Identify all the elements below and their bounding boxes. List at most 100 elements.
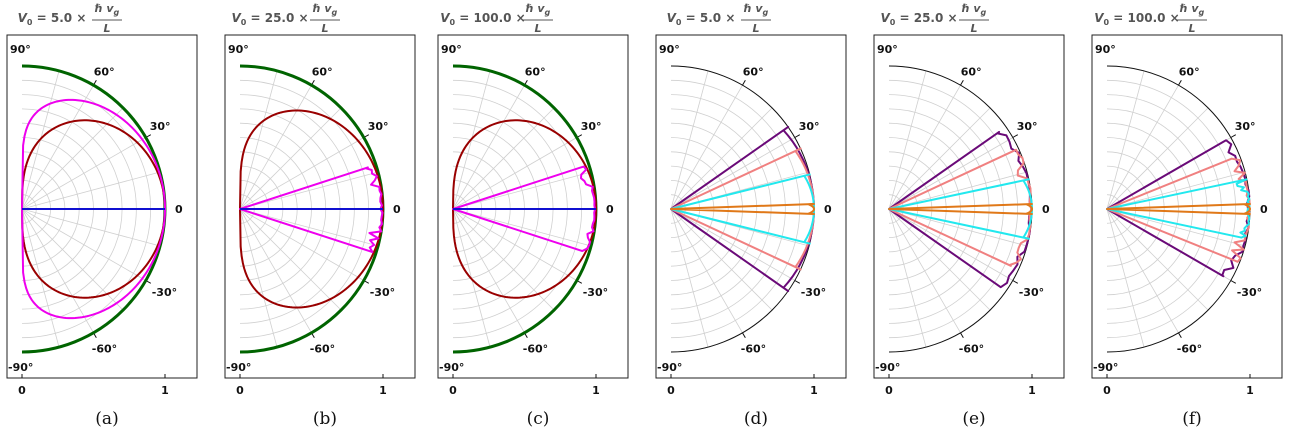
angle-label: -90° <box>439 361 464 374</box>
grid-spoke <box>239 107 342 210</box>
panel-title-text: V0 = 100.0 × <box>1094 11 1179 27</box>
angle-label: 90° <box>659 43 680 56</box>
grid-spoke <box>239 208 312 334</box>
angle-tick <box>1178 79 1182 86</box>
grid-spoke <box>239 208 278 348</box>
panel-caption: (b) <box>313 409 337 429</box>
series-group <box>21 64 167 354</box>
grid-spoke <box>670 208 743 334</box>
grid-circle <box>670 122 758 296</box>
grid-circle <box>888 108 990 310</box>
angle-labels: 90° 60° 30° 0 -30° -60° -90° <box>8 43 183 374</box>
grid-circle <box>888 151 947 267</box>
grid-spoke <box>21 208 161 247</box>
grid-spoke <box>239 208 379 247</box>
angle-label: -90° <box>1093 361 1118 374</box>
panel-title-denominator: L <box>103 22 110 35</box>
series-orange <box>670 203 815 215</box>
angle-label: 30° <box>581 120 602 133</box>
panel-title: V0 = 25.0 × ℏ vg L <box>231 2 340 35</box>
panel-title: V0 = 25.0 × ℏ vg L <box>880 2 989 35</box>
panel-frame <box>437 34 629 379</box>
radius-label: 1 <box>810 384 818 397</box>
angle-labels: 90° 60° 30° 0 -30° -60° -90° <box>226 43 401 374</box>
angle-label: 60° <box>961 66 982 79</box>
panel-title: V0 = 5.0 × ℏ vg L <box>18 2 122 35</box>
grid-spoke <box>888 208 961 334</box>
series-magenta <box>21 98 166 320</box>
grid-spoke <box>1106 208 1246 247</box>
grid-spoke <box>21 137 147 210</box>
panel-frame <box>224 34 416 379</box>
grid-circle <box>888 137 961 281</box>
grid-circle <box>1106 137 1179 281</box>
panel-title-denominator: L <box>1188 22 1195 35</box>
angle-tick <box>742 332 746 339</box>
series-orange <box>888 203 1033 215</box>
radius-label: 0 <box>667 384 675 397</box>
panel-title-denominator: L <box>970 22 977 35</box>
grid-circle <box>1106 122 1194 296</box>
angle-label: 60° <box>1179 66 1200 79</box>
panel-title-text: V0 = 5.0 × <box>18 11 87 27</box>
panel-title-text: V0 = 25.0 × <box>231 11 308 27</box>
radius-label: 0 <box>18 384 26 397</box>
panel-title-denominator: L <box>752 22 759 35</box>
radius-label: 0 <box>449 384 457 397</box>
series-group <box>888 130 1033 289</box>
grid-spoke <box>670 208 796 281</box>
angle-label: -90° <box>8 361 33 374</box>
panel-title: V0 = 100.0 ×ℏ vg L <box>1094 2 1207 35</box>
panel-title: V0 = 100.0 ×ℏ vg L <box>440 2 553 35</box>
polar-panel-c: V0 = 100.0 ×ℏ vgL90°60°30°0-30°-60°-90°0… <box>437 2 629 429</box>
panel-title-numerator: ℏ vg <box>1180 2 1205 17</box>
grid-spoke <box>1106 208 1179 334</box>
angle-label: -60° <box>1177 342 1202 355</box>
grid-spoke <box>1106 171 1246 210</box>
angle-label: 0 <box>393 203 401 216</box>
grid-spoke <box>888 208 927 348</box>
grid-spoke <box>452 107 555 210</box>
panel-frame <box>873 34 1065 379</box>
grid-spoke <box>239 171 379 210</box>
polar-panel-f: V0 = 100.0 ×ℏ vgL90°60°30°0-30°-60°-90°0… <box>1091 2 1283 429</box>
angle-label: -90° <box>657 361 682 374</box>
panel-title-text: V0 = 25.0 × <box>880 11 957 27</box>
grid-circle <box>670 94 786 324</box>
series-group <box>670 125 815 293</box>
grid-spoke <box>452 137 578 210</box>
grid-spoke <box>21 171 161 210</box>
angle-label: 0 <box>1042 203 1050 216</box>
grid-spoke <box>670 70 709 210</box>
panel-title-numerator: ℏ vg <box>962 2 987 17</box>
angle-labels: 90° 60° 30° 0 -30° -60° -90° <box>1093 43 1268 374</box>
angle-label: -90° <box>875 361 900 374</box>
angle-label: 90° <box>228 43 249 56</box>
grid-spoke <box>888 208 991 311</box>
angle-label: 90° <box>877 43 898 56</box>
grid-circle <box>1106 79 1237 339</box>
radius-label: 0 <box>236 384 244 397</box>
grid-spoke <box>888 137 1014 210</box>
grid-spoke <box>452 171 592 210</box>
angle-label: -60° <box>959 342 984 355</box>
grid-spoke <box>21 208 124 311</box>
series-orange <box>1106 203 1251 215</box>
panel-title-numerator: ℏ vg <box>744 2 769 17</box>
grid-spoke <box>239 208 342 311</box>
angle-tick <box>960 332 964 339</box>
series-group <box>239 64 385 354</box>
grid-circle <box>670 137 743 281</box>
grid-circle <box>670 165 715 253</box>
angle-label: -30° <box>583 286 608 299</box>
panel-frame <box>6 34 198 379</box>
angle-labels: 90° 60° 30° 0 -30° -60° -90° <box>657 43 832 374</box>
radius-label: 1 <box>592 384 600 397</box>
angle-tick <box>1230 134 1237 138</box>
grid-circle <box>1106 94 1222 324</box>
